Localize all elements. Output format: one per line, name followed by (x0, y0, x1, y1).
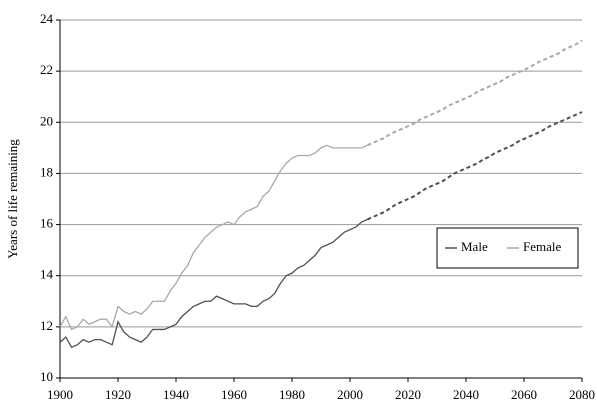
projection-line (366, 111, 583, 221)
x-tick-label: 1900 (47, 387, 73, 402)
x-tick-label: 2000 (337, 387, 363, 402)
y-tick-label: 20 (40, 113, 53, 128)
x-tick-label: 2080 (569, 387, 595, 402)
legend-label: Female (523, 239, 561, 254)
y-tick-label: 16 (40, 216, 54, 231)
x-tick-label: 2040 (453, 387, 479, 402)
y-tick-label: 18 (40, 164, 53, 179)
x-tick-label: 1980 (279, 387, 305, 402)
y-tick-label: 24 (40, 11, 54, 26)
y-tick-label: 22 (40, 62, 53, 77)
projection-line (366, 39, 583, 147)
y-axis-label: Years of life remaining (5, 139, 20, 259)
y-tick-label: 10 (40, 369, 53, 384)
x-tick-label: 1940 (163, 387, 189, 402)
x-tick-label: 1960 (221, 387, 247, 402)
y-tick-label: 12 (40, 318, 53, 333)
legend-label: Male (461, 239, 488, 254)
y-tick-label: 14 (40, 267, 54, 282)
line (59, 144, 368, 331)
x-tick-label: 2060 (511, 387, 537, 402)
x-tick-label: 1920 (105, 387, 131, 402)
line (59, 218, 368, 349)
x-tick-label: 2020 (395, 387, 421, 402)
